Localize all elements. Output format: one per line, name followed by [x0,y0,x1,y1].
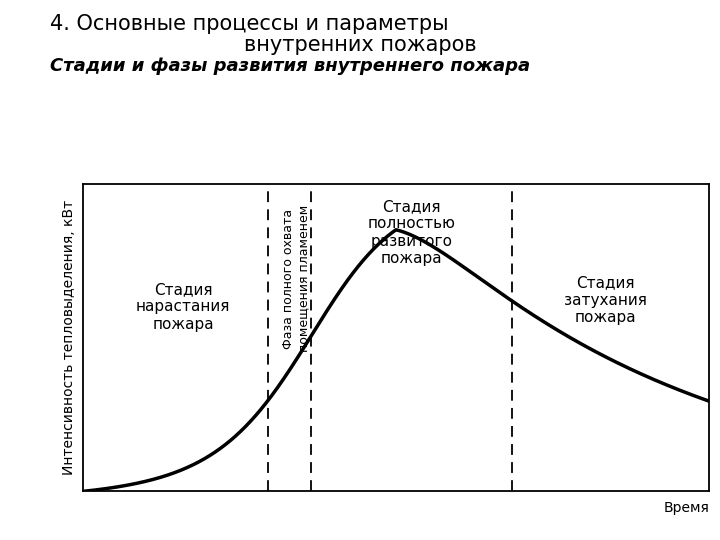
Text: Время: Время [663,501,709,515]
Text: Стадия
затухания
пожара: Стадия затухания пожара [564,275,647,326]
Text: 4. Основные процессы и параметры: 4. Основные процессы и параметры [50,14,449,33]
Text: Стадия
нарастания
пожара: Стадия нарастания пожара [136,282,230,332]
Text: внутренних пожаров: внутренних пожаров [243,35,477,55]
Text: Фаза полного охвата
помещения пламенем: Фаза полного охвата помещения пламенем [282,205,310,353]
Y-axis label: Интенсивность тепловыделения, кВт: Интенсивность тепловыделения, кВт [62,200,76,475]
Text: Стадия
полностью
развитого
пожара: Стадия полностью развитого пожара [368,199,456,266]
Text: Стадии и фазы развития внутреннего пожара: Стадии и фазы развития внутреннего пожар… [50,57,531,75]
